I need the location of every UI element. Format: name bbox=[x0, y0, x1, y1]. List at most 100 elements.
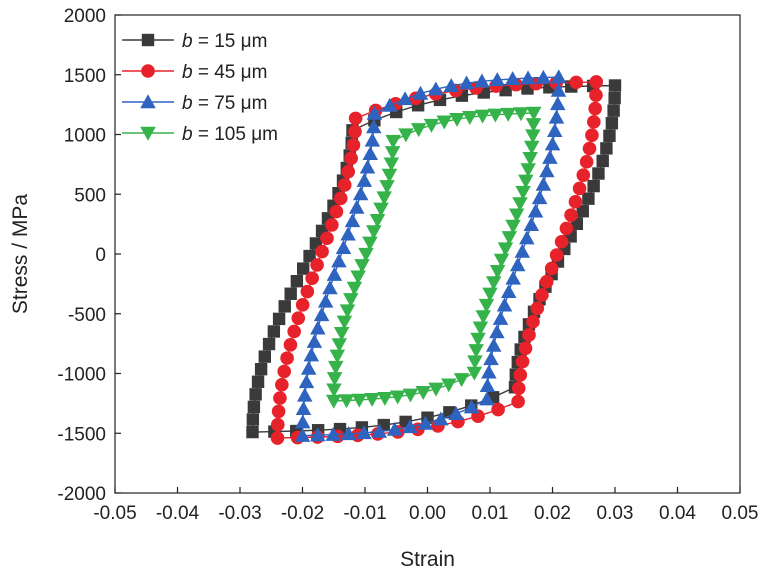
data-point bbox=[298, 374, 315, 389]
data-point bbox=[333, 191, 348, 206]
data-point bbox=[467, 355, 483, 370]
data-point bbox=[605, 117, 619, 130]
data-point bbox=[600, 142, 613, 155]
data-point bbox=[337, 178, 352, 192]
y-axis-ticks: -2000 -1500 -1000 -500 0 500 1000 1500 2000 bbox=[57, 6, 121, 505]
data-point bbox=[354, 259, 370, 274]
data-point bbox=[283, 337, 298, 352]
data-point bbox=[525, 118, 542, 133]
data-point bbox=[402, 388, 419, 403]
legend-label-value: = 15 μm bbox=[193, 31, 268, 52]
data-point bbox=[491, 402, 505, 417]
data-point bbox=[373, 202, 389, 217]
data-point bbox=[485, 276, 502, 291]
x-tick-label: 0.00 bbox=[409, 503, 446, 524]
x-tick-label: 0.04 bbox=[659, 503, 696, 524]
data-point bbox=[350, 270, 366, 285]
series-3 bbox=[294, 69, 567, 442]
data-point bbox=[417, 415, 434, 430]
data-point bbox=[592, 167, 605, 180]
data-point bbox=[539, 163, 555, 178]
data-point bbox=[576, 205, 589, 218]
data-point bbox=[492, 310, 509, 325]
data-point bbox=[348, 199, 365, 214]
data-point bbox=[381, 168, 398, 183]
data-point bbox=[291, 311, 306, 325]
data-point bbox=[576, 168, 591, 182]
data-point bbox=[335, 240, 352, 254]
data-point bbox=[479, 391, 495, 406]
legend-item: b = 15 μm bbox=[122, 31, 267, 52]
data-point bbox=[472, 321, 489, 336]
data-point bbox=[258, 350, 271, 363]
data-point bbox=[433, 411, 449, 426]
data-point bbox=[262, 337, 276, 351]
data-point bbox=[535, 288, 549, 302]
legend-label-value: = 105 μm bbox=[193, 124, 278, 145]
data-point bbox=[247, 400, 261, 414]
x-tick-label: 0.01 bbox=[472, 503, 509, 524]
x-tick-label: -0.04 bbox=[156, 503, 200, 524]
data-point bbox=[522, 328, 536, 342]
data-point bbox=[379, 180, 395, 195]
y-tick-label: -2000 bbox=[57, 484, 106, 505]
data-point bbox=[453, 373, 470, 388]
data-point bbox=[329, 349, 346, 364]
data-point bbox=[383, 157, 400, 172]
data-point bbox=[423, 118, 440, 133]
data-point bbox=[366, 105, 383, 120]
data-point bbox=[458, 75, 475, 90]
data-point bbox=[338, 394, 355, 409]
data-point bbox=[356, 425, 372, 440]
data-point bbox=[607, 104, 620, 117]
data-point bbox=[343, 293, 359, 308]
x-tick-label: 0.03 bbox=[597, 503, 634, 524]
y-axis-title: Stress / MPa bbox=[9, 194, 32, 315]
data-point bbox=[449, 112, 465, 127]
data-point bbox=[326, 383, 342, 398]
legend-marker bbox=[140, 94, 156, 109]
legend-label-variable: b bbox=[182, 93, 193, 114]
legend-item: b = 75 μm bbox=[122, 93, 267, 114]
data-point bbox=[572, 181, 587, 196]
data-point bbox=[544, 261, 559, 276]
legend-marker bbox=[141, 64, 155, 78]
data-point bbox=[535, 69, 552, 84]
data-point bbox=[351, 393, 368, 408]
data-point bbox=[608, 91, 621, 105]
legend-label-value: = 45 μm bbox=[193, 62, 268, 83]
data-point bbox=[497, 242, 514, 257]
data-point bbox=[300, 360, 317, 375]
data-point bbox=[325, 218, 339, 232]
data-point bbox=[549, 248, 564, 262]
data-point bbox=[588, 101, 602, 116]
data-point bbox=[501, 231, 518, 246]
x-axis-ticks: -0.05 -0.04 -0.03 -0.02 -0.01 0.00 0.01 0.02 0.0… bbox=[93, 487, 758, 524]
data-point bbox=[402, 419, 418, 434]
data-point bbox=[275, 377, 289, 392]
data-point bbox=[389, 390, 406, 405]
data-point bbox=[535, 176, 552, 191]
x-tick-label: 0.02 bbox=[534, 503, 571, 524]
data-point bbox=[412, 85, 429, 100]
data-point bbox=[474, 73, 490, 88]
data-point bbox=[589, 88, 603, 103]
data-point bbox=[251, 375, 265, 388]
data-point bbox=[317, 293, 334, 308]
data-point bbox=[331, 338, 348, 353]
data-point bbox=[603, 129, 616, 142]
data-point bbox=[513, 107, 529, 122]
data-point bbox=[550, 82, 567, 97]
data-point bbox=[385, 134, 401, 149]
data-point bbox=[415, 386, 431, 400]
data-point bbox=[526, 106, 542, 121]
data-point bbox=[520, 163, 536, 178]
data-point bbox=[254, 362, 268, 376]
data-point bbox=[509, 257, 526, 272]
y-tick-label: 1000 bbox=[64, 126, 106, 147]
data-point bbox=[520, 70, 536, 85]
data-point bbox=[487, 108, 504, 123]
data-point bbox=[530, 301, 545, 316]
x-tick-label: -0.01 bbox=[343, 503, 386, 524]
legend-label-variable: b bbox=[182, 124, 193, 145]
